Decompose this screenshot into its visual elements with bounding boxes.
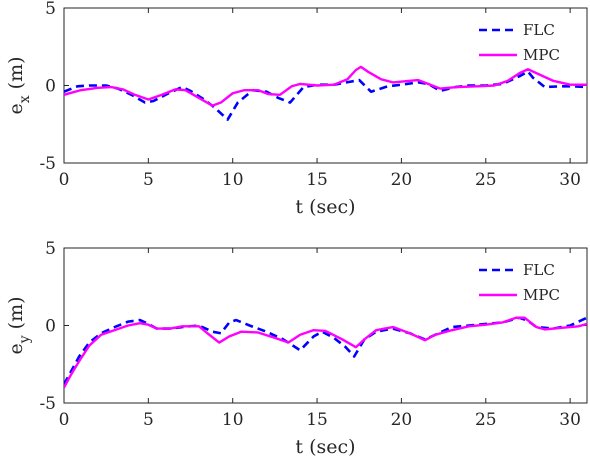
x-tick-label: 25 [475, 170, 497, 190]
series-line-mpc [64, 65, 587, 107]
series-group [64, 65, 587, 121]
y-tick-label: 5 [45, 239, 56, 259]
x-tick-label: 25 [475, 410, 497, 430]
y-tick-label: -5 [39, 154, 56, 174]
y-axis-label-main: e [5, 103, 27, 114]
series-line-mpc [64, 316, 587, 389]
legend: FLC MPC [479, 261, 560, 304]
y-axis-label-unit: (m) [5, 57, 27, 90]
x-axis-label: t (sec) [295, 196, 355, 218]
x-tick-label: 15 [306, 410, 328, 430]
x-tick-label: 30 [559, 410, 581, 430]
series-line-flc [64, 316, 587, 386]
series-line-flc [64, 70, 587, 121]
y-axis-label-subscript: x [17, 95, 33, 103]
x-tick-label: 15 [306, 170, 328, 190]
series-group [64, 316, 587, 389]
legend-label-flc: FLC [523, 21, 555, 39]
legend-label-flc: FLC [523, 261, 555, 279]
y-axis-label-main: e [5, 343, 27, 354]
x-tick-label: 20 [391, 410, 413, 430]
x-tick-label: 30 [559, 170, 581, 190]
legend-label-mpc: MPC [523, 46, 560, 64]
x-axis-label: t (sec) [295, 436, 355, 458]
y-axis-label: ey (m) [5, 296, 33, 354]
y-tick-label: 0 [45, 77, 56, 97]
y-axis-label-subscript: y [17, 335, 33, 344]
y-axis-label: ex (m) [5, 57, 33, 115]
y-tick-label: 0 [45, 317, 56, 337]
x-tick-label: 0 [59, 170, 70, 190]
x-tick-label: 20 [391, 170, 413, 190]
legend: FLC MPC [479, 21, 560, 64]
y-tick-label: -5 [39, 394, 56, 414]
x-tick-label: 0 [59, 410, 70, 430]
x-tick-label: 5 [143, 410, 154, 430]
x-tick-label: 10 [222, 410, 244, 430]
legend-label-mpc: MPC [523, 286, 560, 304]
y-tick-label: 5 [45, 0, 56, 19]
y-axis-label-unit: (m) [5, 296, 27, 329]
x-tick-label: 5 [143, 170, 154, 190]
x-tick-label: 10 [222, 170, 244, 190]
